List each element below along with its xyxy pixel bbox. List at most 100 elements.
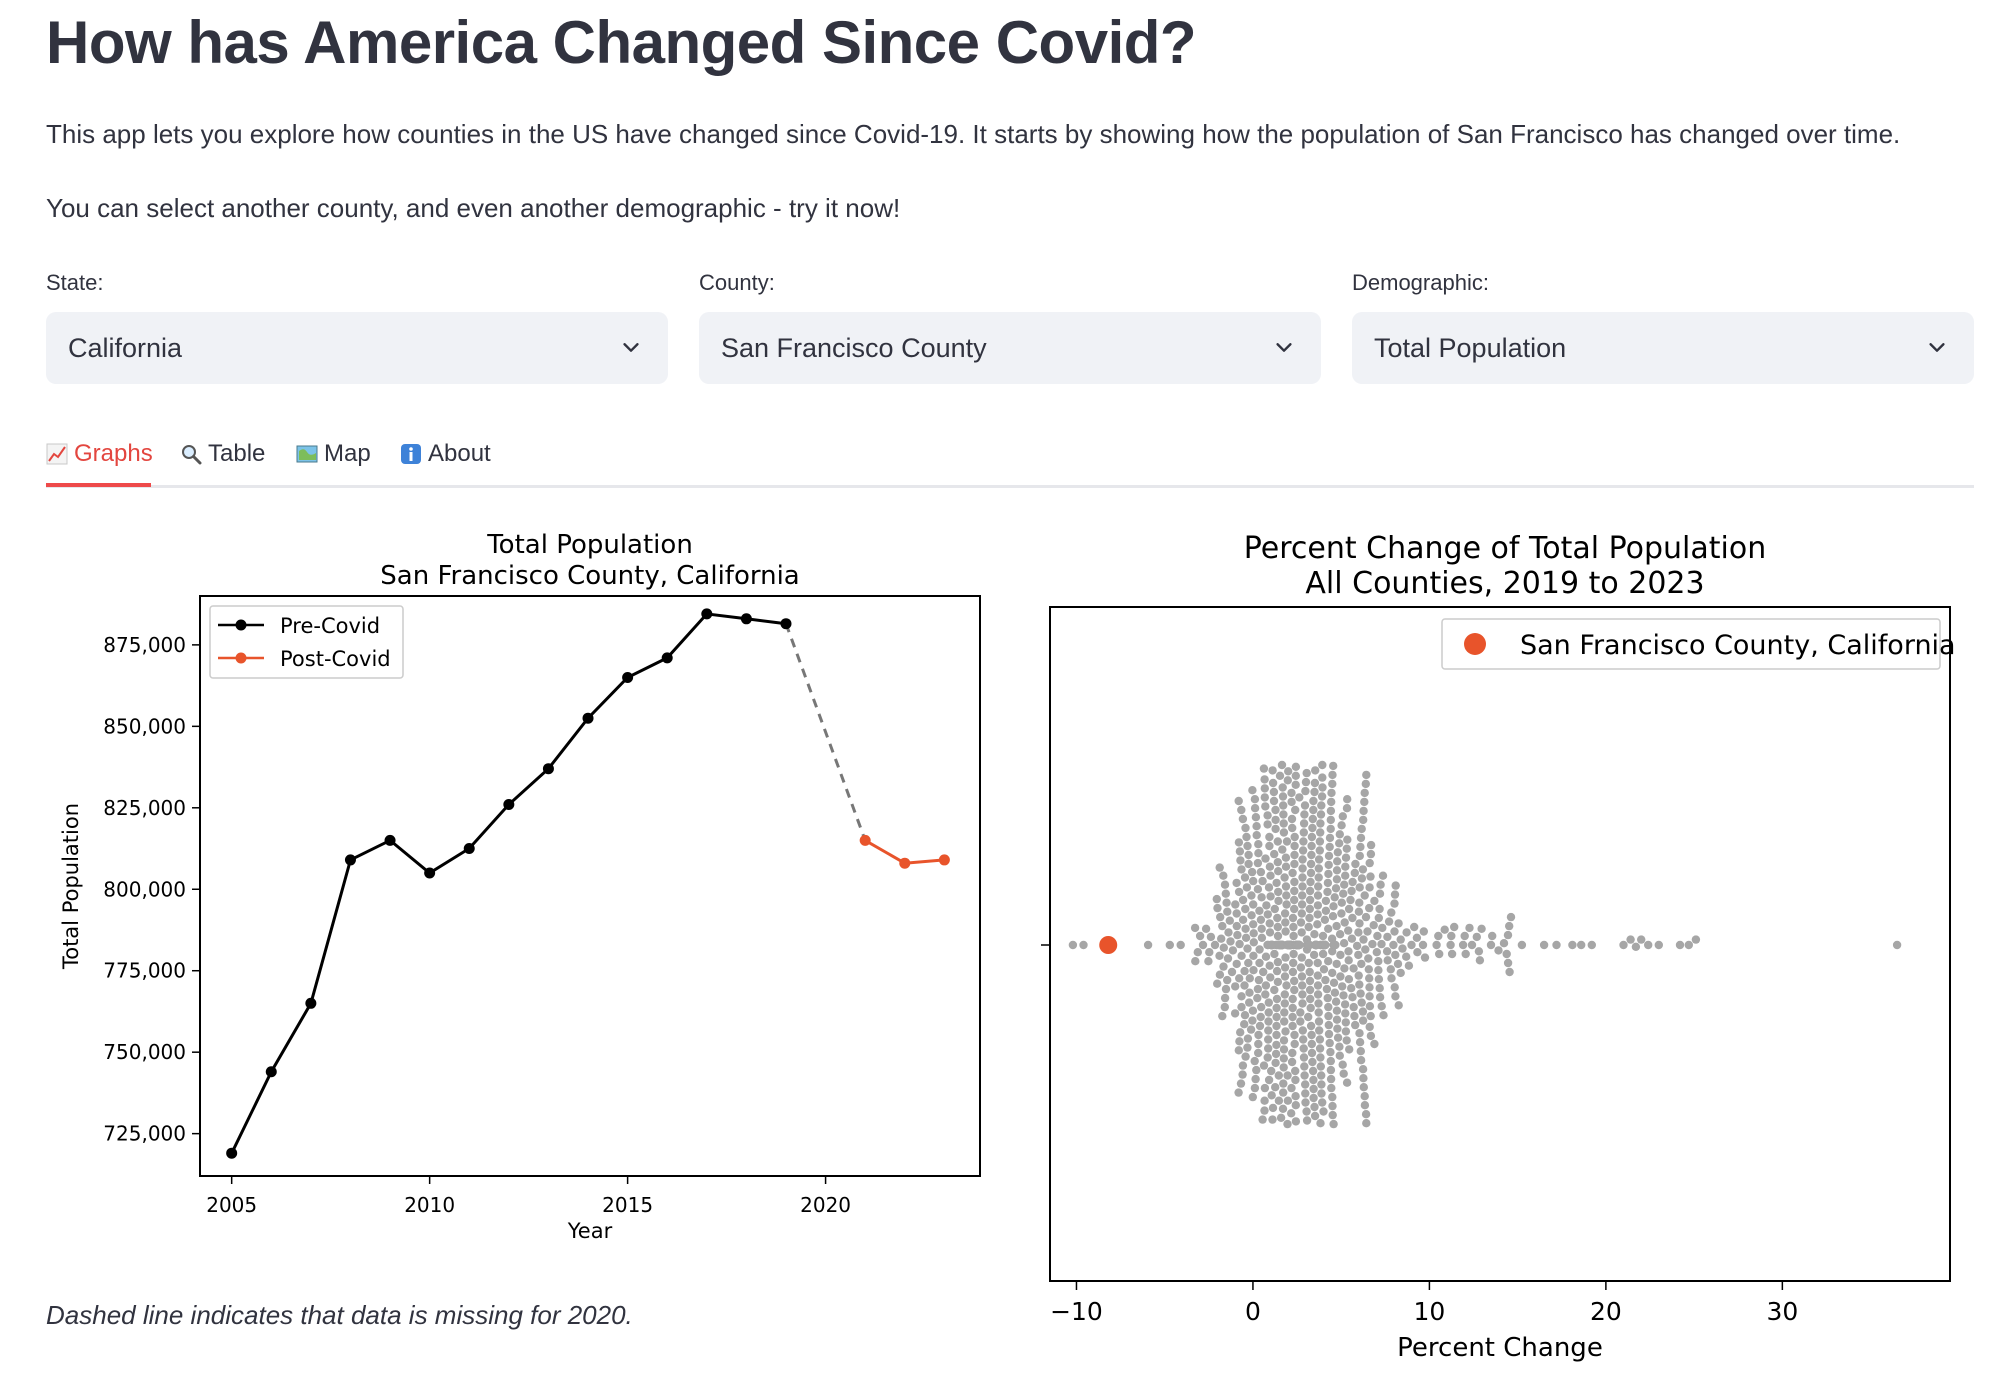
county-point xyxy=(1329,761,1338,771)
county-point xyxy=(1356,833,1366,843)
county-point xyxy=(1291,805,1300,815)
county-point xyxy=(1410,922,1419,932)
county-point xyxy=(1505,967,1514,977)
county-point xyxy=(1313,891,1323,900)
county-point xyxy=(1340,918,1349,927)
county-point xyxy=(1222,898,1231,907)
county-point xyxy=(1238,1061,1248,1070)
county-point xyxy=(1305,913,1314,923)
county-point xyxy=(1290,904,1299,914)
county-point xyxy=(1265,832,1274,842)
county-point xyxy=(1260,793,1269,802)
county-point xyxy=(1309,1084,1318,1094)
county-point xyxy=(1296,1017,1305,1026)
county-point xyxy=(1273,858,1282,867)
county-point xyxy=(1346,895,1355,905)
county-point xyxy=(1339,1069,1348,1078)
state-select[interactable]: California xyxy=(46,312,668,384)
county-point xyxy=(1355,1029,1364,1038)
county-point xyxy=(1336,950,1345,960)
county-point xyxy=(1260,784,1269,793)
county-point xyxy=(1296,963,1306,972)
county-point xyxy=(1242,832,1251,842)
county-point xyxy=(1307,850,1316,860)
county-point xyxy=(1234,796,1243,806)
county-point xyxy=(1281,862,1291,871)
y-tick-label: 875,000 xyxy=(103,633,186,657)
tab-graphs-label: Graphs xyxy=(74,440,153,467)
county-select[interactable]: San Francisco County xyxy=(699,312,1321,384)
county-point xyxy=(1268,778,1278,788)
tab-about[interactable]: About xyxy=(400,434,491,474)
county-point xyxy=(1365,858,1374,868)
county-point xyxy=(1359,935,1368,944)
county-point xyxy=(1205,948,1214,957)
county-point xyxy=(1273,957,1283,967)
county-point xyxy=(1265,862,1275,871)
county-point xyxy=(1232,921,1241,931)
county-point xyxy=(1301,1080,1310,1089)
county-point xyxy=(1355,883,1364,892)
county-point xyxy=(1232,959,1241,969)
county-point xyxy=(1313,920,1322,929)
county-point xyxy=(1298,855,1307,864)
county-point xyxy=(1340,880,1349,889)
county-point xyxy=(1290,859,1299,869)
county-point xyxy=(1223,954,1233,963)
county-point xyxy=(1221,889,1230,898)
county-point xyxy=(1288,1048,1297,1058)
county-point xyxy=(1375,993,1385,1002)
county-point xyxy=(1272,1003,1281,1013)
county-point xyxy=(1143,940,1153,950)
county-point xyxy=(1068,940,1078,950)
county-point xyxy=(1299,819,1309,828)
county-point xyxy=(1271,815,1280,825)
county-point xyxy=(1300,810,1309,819)
county-point xyxy=(1310,930,1319,939)
county-point xyxy=(1349,964,1358,973)
county-point xyxy=(1269,787,1279,797)
county-point xyxy=(1322,984,1332,994)
county-point xyxy=(1313,910,1322,919)
county-point xyxy=(1249,938,1258,947)
county-point xyxy=(1361,779,1370,789)
tab-graphs[interactable]: Graphs xyxy=(46,434,153,474)
county-point xyxy=(1307,832,1317,842)
county-point xyxy=(1236,856,1245,865)
county-point xyxy=(1360,797,1369,807)
county-point xyxy=(1318,760,1327,770)
county-point xyxy=(1299,828,1308,837)
county-point xyxy=(1342,1036,1351,1045)
pre-covid-point xyxy=(661,652,673,664)
county-point xyxy=(1272,994,1282,1004)
county-point xyxy=(1220,880,1230,889)
county-point xyxy=(1318,1098,1327,1107)
county-point xyxy=(1341,862,1350,871)
county-point xyxy=(1341,1018,1350,1027)
tab-table[interactable]: Table xyxy=(180,434,265,474)
demographic-select[interactable]: Total Population xyxy=(1352,312,1974,384)
county-point xyxy=(1267,1066,1276,1076)
county-point xyxy=(1357,824,1366,834)
county-point xyxy=(1502,949,1511,959)
county-point xyxy=(1306,1003,1315,1013)
county-point xyxy=(1250,795,1260,804)
x-tick-label: −10 xyxy=(1050,1297,1103,1326)
county-point xyxy=(1306,994,1315,1004)
county-point xyxy=(1272,1040,1281,1050)
county-point xyxy=(1298,873,1307,882)
county-point xyxy=(1288,967,1298,977)
county-point xyxy=(1654,940,1663,950)
county-point xyxy=(1366,872,1375,881)
county-point xyxy=(1390,890,1400,899)
county-point xyxy=(1387,974,1396,983)
county-point xyxy=(1287,1109,1296,1118)
county-point xyxy=(1283,1096,1293,1105)
county-point xyxy=(1264,1008,1273,1017)
county-point xyxy=(1402,928,1411,937)
county-point xyxy=(1299,837,1308,846)
county-point xyxy=(1354,928,1363,937)
tab-map[interactable]: Map xyxy=(296,434,371,474)
county-point xyxy=(1255,1021,1265,1031)
county-point xyxy=(1375,984,1384,993)
